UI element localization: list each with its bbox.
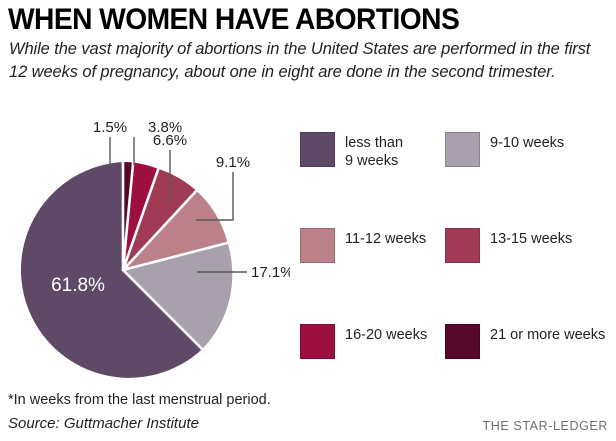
legend-item-11-12-weeks[interactable]: 11-12 weeks: [300, 228, 445, 324]
legend-item-label: 13-15 weeks: [490, 231, 573, 247]
pie-label-17-1: 17.1%: [251, 264, 290, 281]
pie-slice-9-10-weeks[interactable]: [123, 242, 233, 350]
legend-item-label: 16-20 weeks: [345, 327, 428, 343]
legend: less than 9 weeks 9-10 weeks 11-12 weeks…: [300, 132, 612, 359]
pie-label-1-5: 1.5%: [93, 119, 127, 136]
legend-item-label: 21 or more weeks: [490, 327, 606, 343]
legend-item-label: 11-12 weeks: [345, 231, 427, 247]
publisher-credit: THE STAR-LEDGER: [482, 419, 608, 433]
pie-chart-svg: 1.5% 3.8% 6.6% 9.1% 17.1% 61.8%: [20, 119, 290, 378]
legend-swatch-icon: [300, 324, 335, 359]
legend-swatch-icon: [300, 132, 335, 167]
legend-item-label: 9-10 weeks: [490, 135, 565, 151]
legend-item-9-10-weeks[interactable]: 9-10 weeks: [445, 132, 610, 228]
footnote-text: *In weeks from the last menstrual period…: [8, 392, 271, 408]
pie-label-6-6: 6.6%: [153, 132, 187, 149]
pie-slice-less-than-9-weeks[interactable]: [20, 162, 203, 378]
pie-label-3-8: 3.8%: [148, 119, 182, 136]
source-text: Source: Guttmacher Institute: [8, 415, 199, 432]
legend-item-16-20-weeks[interactable]: 16-20 weeks: [300, 324, 445, 359]
legend-swatch-icon: [445, 324, 480, 359]
pie-slice-13-15-weeks[interactable]: [123, 168, 197, 270]
legend-item-label: less than 9 weeks: [345, 135, 404, 170]
legend-swatch-icon: [445, 132, 480, 167]
pie-slice-11-12-weeks[interactable]: [123, 190, 228, 270]
pie-chart: 1.5% 3.8% 6.6% 9.1% 17.1% 61.8%: [0, 110, 290, 390]
subtitle-text: While the vast majority of abortions in …: [9, 40, 591, 82]
legend-item-less-than-9-weeks[interactable]: less than 9 weeks: [300, 132, 445, 228]
pie-label-9-1: 9.1%: [216, 154, 250, 171]
pie-label-61-8: 61.8%: [51, 275, 105, 296]
pie-slices: [20, 162, 233, 378]
leader-line-9-1: [196, 172, 234, 221]
legend-swatch-icon: [300, 228, 335, 263]
pie-leader-lines: [109, 137, 247, 273]
legend-item-13-15-weeks[interactable]: 13-15 weeks: [445, 228, 610, 324]
legend-item-21-or-more-weeks[interactable]: 21 or more weeks: [445, 324, 610, 359]
page-title: WHEN WOMEN HAVE ABORTIONS: [8, 3, 460, 36]
legend-swatch-icon: [445, 228, 480, 263]
pie-slice-dividers: [121, 160, 229, 351]
